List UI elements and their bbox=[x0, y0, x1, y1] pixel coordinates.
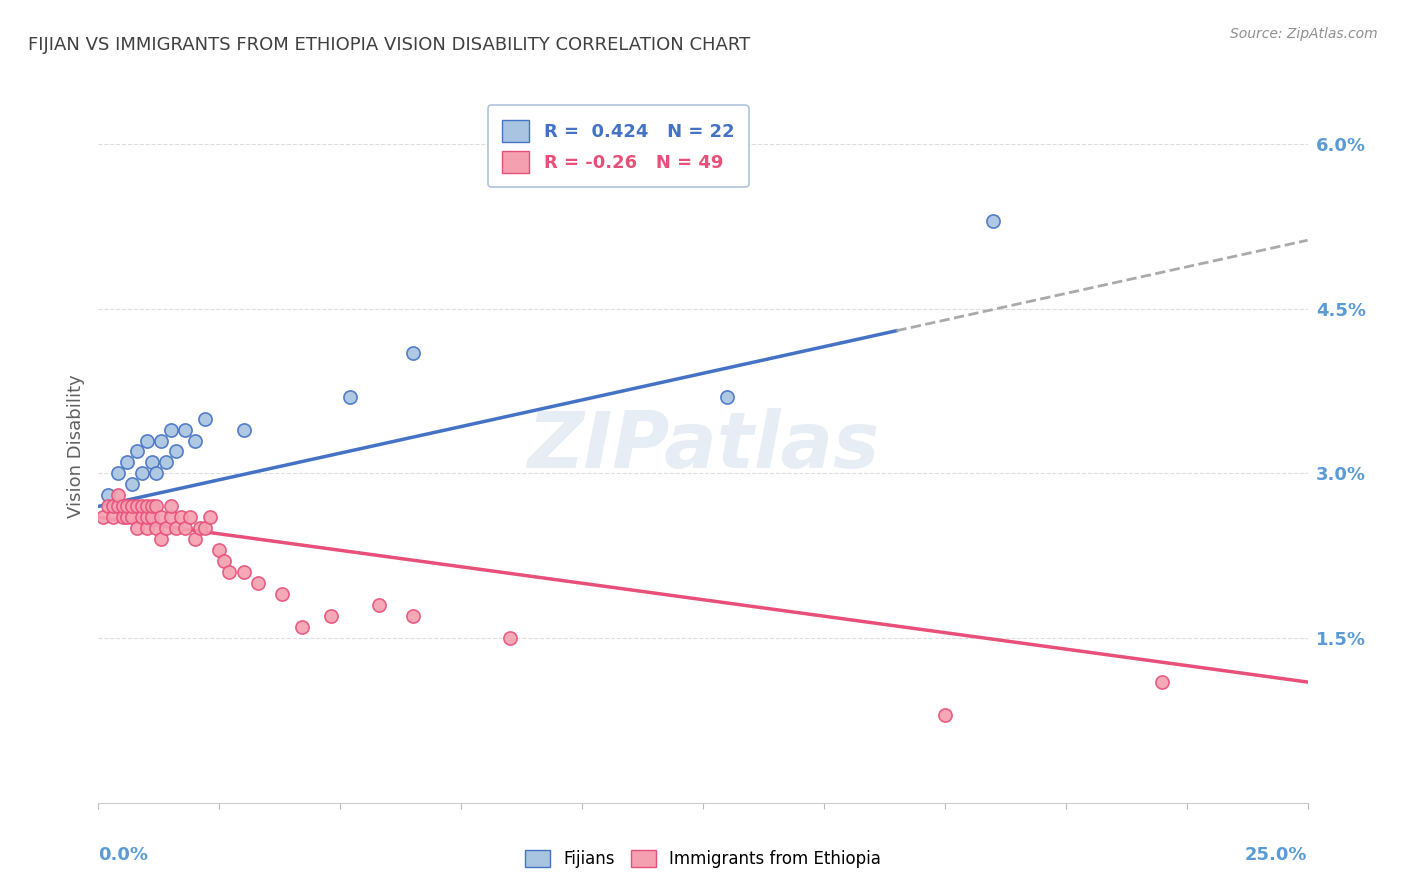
Point bbox=[121, 510, 143, 524]
Point bbox=[97, 488, 120, 502]
Point bbox=[117, 510, 139, 524]
Point bbox=[150, 533, 173, 547]
Point bbox=[107, 467, 129, 481]
Point bbox=[117, 455, 139, 469]
Point bbox=[716, 390, 738, 404]
Point bbox=[141, 500, 163, 514]
Point bbox=[402, 345, 425, 359]
Point bbox=[368, 598, 391, 612]
Point bbox=[290, 620, 312, 634]
Point bbox=[150, 434, 173, 448]
Point bbox=[107, 488, 129, 502]
Point bbox=[155, 455, 177, 469]
Point bbox=[127, 521, 149, 535]
Point bbox=[165, 444, 187, 458]
Point bbox=[271, 587, 294, 601]
Point bbox=[141, 455, 163, 469]
Point bbox=[111, 510, 134, 524]
Point bbox=[232, 423, 254, 437]
Point bbox=[145, 467, 167, 481]
Point bbox=[101, 510, 124, 524]
Point bbox=[131, 510, 153, 524]
Point bbox=[141, 510, 163, 524]
Point bbox=[155, 521, 177, 535]
Point bbox=[127, 500, 149, 514]
Legend: Fijians, Immigrants from Ethiopia: Fijians, Immigrants from Ethiopia bbox=[517, 843, 889, 875]
Point bbox=[981, 214, 1004, 228]
Text: FIJIAN VS IMMIGRANTS FROM ETHIOPIA VISION DISABILITY CORRELATION CHART: FIJIAN VS IMMIGRANTS FROM ETHIOPIA VISIO… bbox=[28, 36, 751, 54]
Point bbox=[117, 500, 139, 514]
Point bbox=[150, 510, 173, 524]
Point bbox=[135, 500, 157, 514]
Y-axis label: Vision Disability: Vision Disability bbox=[66, 374, 84, 518]
Point bbox=[135, 521, 157, 535]
Point bbox=[160, 500, 183, 514]
Point bbox=[188, 521, 211, 535]
Point bbox=[232, 566, 254, 580]
Point bbox=[184, 434, 207, 448]
Point bbox=[121, 477, 143, 491]
Point bbox=[160, 423, 183, 437]
Point bbox=[169, 510, 191, 524]
Point bbox=[121, 500, 143, 514]
Point bbox=[339, 390, 361, 404]
Point bbox=[111, 500, 134, 514]
Point bbox=[198, 510, 221, 524]
Point bbox=[107, 500, 129, 514]
Point bbox=[194, 521, 217, 535]
Point bbox=[1152, 675, 1174, 690]
Point bbox=[208, 543, 231, 558]
Point bbox=[174, 423, 197, 437]
Point bbox=[247, 576, 270, 591]
Point bbox=[97, 500, 120, 514]
Point bbox=[160, 510, 183, 524]
Point bbox=[135, 510, 157, 524]
Point bbox=[91, 510, 114, 524]
Point bbox=[179, 510, 201, 524]
Point bbox=[174, 521, 197, 535]
Text: 25.0%: 25.0% bbox=[1246, 846, 1308, 863]
Point bbox=[184, 533, 207, 547]
Text: Source: ZipAtlas.com: Source: ZipAtlas.com bbox=[1230, 27, 1378, 41]
Legend: R =  0.424   N = 22, R = -0.26   N = 49: R = 0.424 N = 22, R = -0.26 N = 49 bbox=[488, 105, 749, 187]
Point bbox=[127, 444, 149, 458]
Point bbox=[135, 434, 157, 448]
Point bbox=[165, 521, 187, 535]
Point bbox=[218, 566, 240, 580]
Point bbox=[111, 500, 134, 514]
Point bbox=[145, 521, 167, 535]
Text: 0.0%: 0.0% bbox=[98, 846, 149, 863]
Point bbox=[934, 708, 956, 723]
Point bbox=[131, 467, 153, 481]
Point bbox=[402, 609, 425, 624]
Point bbox=[101, 500, 124, 514]
Point bbox=[498, 631, 520, 645]
Point bbox=[145, 500, 167, 514]
Point bbox=[212, 554, 235, 568]
Point bbox=[194, 411, 217, 425]
Text: ZIPatlas: ZIPatlas bbox=[527, 408, 879, 484]
Point bbox=[319, 609, 342, 624]
Point bbox=[131, 500, 153, 514]
